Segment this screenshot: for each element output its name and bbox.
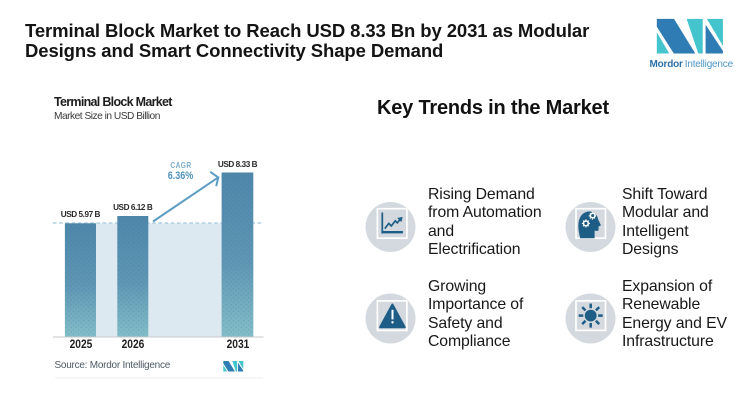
svg-text:MordorIntelligence: Mordor Intelligence [650,59,734,70]
